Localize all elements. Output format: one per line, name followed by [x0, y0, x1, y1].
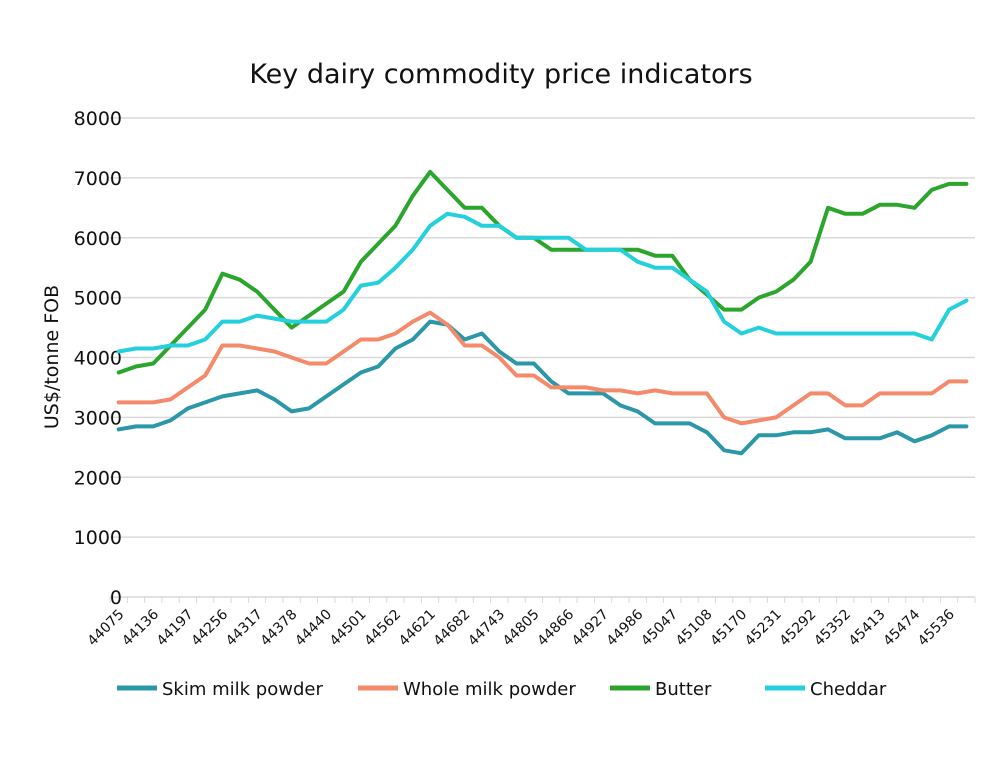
x-tick-label: 44927: [569, 607, 612, 650]
y-tick-label: 8000: [74, 108, 122, 130]
legend-item: Skim milk powder: [117, 679, 323, 700]
x-tick-label: 44743: [465, 607, 508, 650]
series-skim-milk-powder: [116, 319, 969, 456]
x-tick-label: 44136: [119, 606, 162, 649]
x-tick-label: 45474: [880, 606, 923, 649]
series-line: [116, 310, 969, 426]
series-whole-milk-powder: [116, 310, 969, 426]
y-tick-label: 2000: [74, 467, 122, 489]
legend-item: Whole milk powder: [358, 679, 576, 700]
x-tick-label: 44866: [534, 606, 577, 649]
legend-label: Skim milk powder: [162, 679, 323, 700]
x-tick-label: 45047: [638, 607, 681, 650]
x-axis: 4407544136441974425644317443784444044501…: [85, 597, 976, 650]
y-tick-label: 1000: [74, 527, 122, 549]
series-butter: [116, 169, 969, 375]
series-line: [116, 319, 969, 456]
series-lines: [116, 169, 969, 456]
x-tick-label: 44621: [396, 607, 439, 650]
x-tick-label: 45352: [811, 607, 854, 650]
legend-label: Whole milk powder: [403, 679, 576, 700]
y-axis-label: US$/tonne FOB: [41, 285, 63, 429]
series-line: [116, 169, 969, 375]
x-tick-label: 44682: [431, 607, 474, 650]
gridlines: [110, 117, 975, 598]
y-tick-label: 5000: [74, 288, 122, 310]
x-tick-label: 44075: [85, 607, 128, 650]
y-axis-ticks: 0 1000 2000 3000 4000 5000 6000 7000 8000: [74, 108, 122, 609]
x-tick-label: 45536: [915, 606, 958, 649]
x-tick-label: 45413: [846, 607, 889, 650]
legend-item: Butter: [610, 679, 712, 700]
legend: Skim milk powder Whole milk powder Butter C…: [117, 679, 887, 700]
x-tick-label: 44317: [223, 607, 266, 650]
legend-label: Cheddar: [810, 679, 887, 700]
x-tick-label: 45231: [742, 607, 785, 650]
x-tick-label: 44197: [154, 607, 197, 650]
x-tick-label: 44378: [258, 607, 301, 650]
legend-item: Cheddar: [765, 679, 887, 700]
y-tick-label: 4000: [74, 348, 122, 370]
x-tick-label: 45108: [673, 607, 716, 650]
series-line: [116, 211, 969, 354]
x-tick-label: 45170: [707, 607, 750, 650]
y-tick-label: 0: [110, 587, 122, 609]
series-cheddar: [116, 211, 969, 354]
legend-label: Butter: [655, 679, 712, 700]
y-tick-label: 7000: [74, 168, 122, 190]
y-tick-label: 6000: [74, 228, 122, 250]
y-tick-label: 3000: [74, 407, 122, 429]
x-tick-label: 44501: [327, 607, 370, 650]
x-tick-label: 44562: [361, 607, 404, 650]
x-tick-label: 44986: [604, 606, 647, 649]
x-tick-label: 44805: [500, 607, 543, 650]
chart-title: Key dairy commodity price indicators: [249, 59, 752, 90]
x-tick-label: 45292: [777, 607, 820, 650]
x-tick-label: 44256: [188, 606, 231, 649]
x-tick-label: 44440: [292, 607, 335, 650]
